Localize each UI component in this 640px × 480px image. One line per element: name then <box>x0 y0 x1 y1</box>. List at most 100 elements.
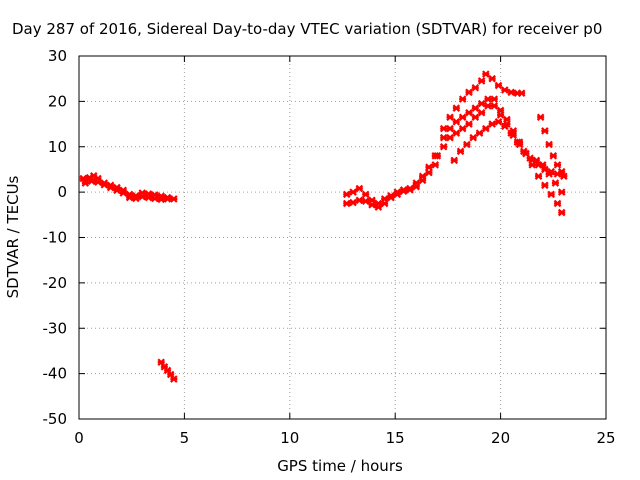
data-point <box>342 190 351 199</box>
y-tick-label: -30 <box>43 319 68 337</box>
data-point <box>361 190 370 199</box>
data-point <box>144 193 153 202</box>
data-point <box>446 133 454 142</box>
data-point <box>433 152 442 160</box>
data-point <box>484 95 492 103</box>
y-tick-label: 10 <box>48 138 67 156</box>
series-arc-4d <box>450 118 566 196</box>
data-point <box>406 186 414 194</box>
data-point <box>532 156 541 165</box>
data-point <box>513 138 522 146</box>
data-point <box>452 104 461 112</box>
data-point <box>484 102 492 110</box>
x-tick-label: 15 <box>386 429 405 447</box>
data-point <box>545 140 553 149</box>
series-arc-3b <box>342 161 440 211</box>
data-point <box>458 113 467 122</box>
data-point <box>387 193 395 202</box>
data-point <box>545 170 553 178</box>
data-point <box>553 161 562 169</box>
data-point <box>452 129 461 137</box>
data-point <box>501 122 509 131</box>
y-tick-label: 30 <box>48 47 67 65</box>
data-point <box>557 167 566 176</box>
data-point <box>496 106 505 115</box>
data-point <box>450 156 459 165</box>
data-point <box>374 203 383 211</box>
data-point <box>452 118 461 126</box>
data-point <box>113 186 121 195</box>
data-point <box>355 196 364 205</box>
data-point <box>471 83 480 92</box>
y-tick-label: -40 <box>43 365 68 383</box>
x-tick-label: 0 <box>74 429 84 447</box>
x-tick-label: 25 <box>596 429 615 447</box>
data-point <box>439 142 448 151</box>
data-point <box>507 88 515 97</box>
data-point <box>425 168 433 177</box>
data-point <box>380 199 389 208</box>
x-axis-label: GPS time / hours <box>277 457 403 475</box>
data-point <box>557 208 566 217</box>
data-points <box>79 70 568 383</box>
data-point <box>87 177 96 186</box>
data-point <box>463 140 471 149</box>
data-point <box>526 154 534 162</box>
data-point <box>541 127 549 135</box>
data-point <box>151 194 159 203</box>
data-point <box>534 172 543 181</box>
x-tick-label: 20 <box>491 429 510 447</box>
data-point <box>119 189 128 197</box>
data-point <box>507 129 515 137</box>
data-point <box>170 195 178 203</box>
data-point <box>549 152 558 160</box>
data-point <box>490 95 499 103</box>
data-point <box>170 375 178 383</box>
data-point <box>361 197 370 205</box>
axes: 0 5 10 15 20 25 30 20 10 0 -10 -20 -30 -40 -50 <box>43 47 616 447</box>
data-point <box>471 104 480 112</box>
data-point <box>106 183 115 192</box>
data-point <box>355 184 364 193</box>
data-point <box>477 108 486 117</box>
data-point <box>138 192 147 201</box>
data-point <box>477 99 486 108</box>
series-arc-4a <box>439 70 526 133</box>
data-point <box>458 124 467 133</box>
data-point <box>399 187 408 195</box>
data-point <box>488 120 496 128</box>
y-tick-label: 20 <box>48 92 67 110</box>
data-point <box>541 181 549 190</box>
data-point <box>465 88 473 97</box>
data-point <box>551 179 560 187</box>
data-point <box>475 129 484 137</box>
data-point <box>538 161 547 169</box>
data-point <box>79 174 87 183</box>
chart-title: Day 287 of 2016, Sidereal Day-to-day VTE… <box>12 20 602 38</box>
data-point <box>100 181 109 189</box>
data-point <box>446 113 454 122</box>
data-point <box>477 77 486 85</box>
data-point <box>439 124 448 133</box>
data-point <box>81 179 90 187</box>
x-tick-label: 10 <box>280 429 299 447</box>
data-point <box>157 195 165 204</box>
data-point <box>553 199 562 208</box>
data-point <box>446 124 454 133</box>
data-point <box>465 120 473 128</box>
y-tick-label: -20 <box>43 274 68 292</box>
data-point <box>536 113 545 122</box>
data-point <box>418 176 427 185</box>
data-point <box>465 108 473 117</box>
data-point <box>494 118 503 126</box>
y-tick-label: -10 <box>43 229 68 247</box>
series-arc-2 <box>157 358 178 383</box>
data-point <box>125 193 134 202</box>
data-point <box>431 161 440 169</box>
y-tick-label: 0 <box>57 183 67 201</box>
series-arc-1b <box>81 177 172 204</box>
data-point <box>503 115 511 124</box>
data-point <box>488 74 496 83</box>
data-point <box>393 190 402 199</box>
